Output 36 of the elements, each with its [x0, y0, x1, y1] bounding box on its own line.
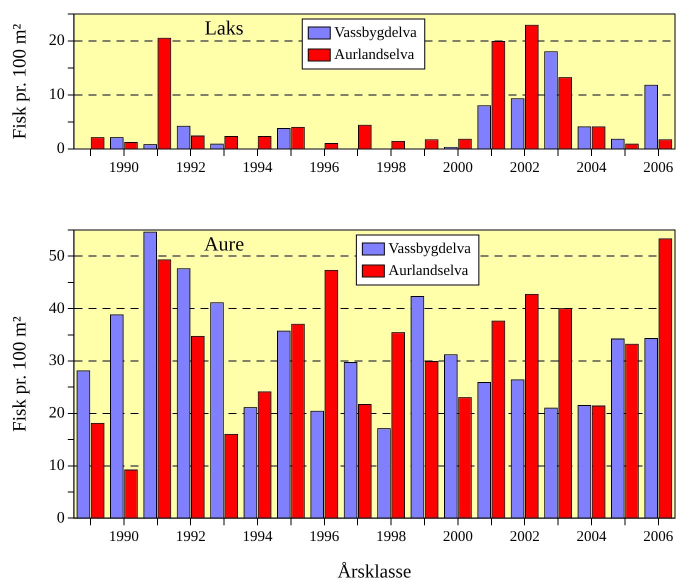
x-tick-label: 2000	[442, 529, 473, 546]
x-tick-label: 2004	[576, 529, 607, 546]
y-tick-label: 50	[48, 247, 65, 264]
y-tick-label: 30	[48, 352, 65, 370]
x-tick-label: 2006	[643, 529, 674, 546]
x-tick-label: 1990	[108, 160, 139, 176]
y-tick-label: 0	[56, 509, 65, 526]
x-tick-label: 1990	[108, 529, 139, 546]
x-tick-label: 1996	[309, 529, 340, 546]
x-tick-label: 1992	[176, 529, 206, 546]
x-tick-label: 2006	[643, 160, 674, 176]
y-tick-label: 40	[48, 300, 65, 317]
y-tick-label: 10	[48, 86, 65, 104]
x-tick-label: 2000	[442, 160, 473, 176]
legend-label: Aurlandselva	[388, 262, 469, 279]
legend-label: Vassbygdelva	[334, 24, 418, 41]
x-tick-label: 1998	[376, 529, 406, 546]
y-tick-label: 0	[56, 140, 65, 158]
legend-label: Vassbygdelva	[388, 240, 472, 257]
chart-title: Laks	[204, 17, 244, 40]
y-tick-label: 20	[48, 404, 65, 422]
x-tick-label: 2004	[576, 160, 607, 176]
x-tick-label: 1994	[242, 160, 273, 176]
x-tick-label: 2002	[510, 160, 540, 176]
x-tick-label: 1994	[242, 529, 273, 546]
x-tick-label: 1996	[309, 160, 340, 176]
x-axis-title: Årsklasse	[337, 562, 412, 583]
x-tick-label: 2002	[510, 529, 540, 546]
y-tick-label: 20	[48, 32, 65, 50]
y-tick-label: 10	[48, 457, 65, 474]
x-tick-label: 1992	[176, 160, 206, 176]
x-tick-label: 1998	[376, 160, 406, 176]
legend-label: Aurlandselva	[334, 46, 415, 63]
y-axis-title: Fisk pr. 100 m²	[9, 316, 30, 432]
y-axis-title: Fisk pr. 100 m²	[9, 23, 30, 140]
chart-title: Aure	[204, 233, 244, 256]
